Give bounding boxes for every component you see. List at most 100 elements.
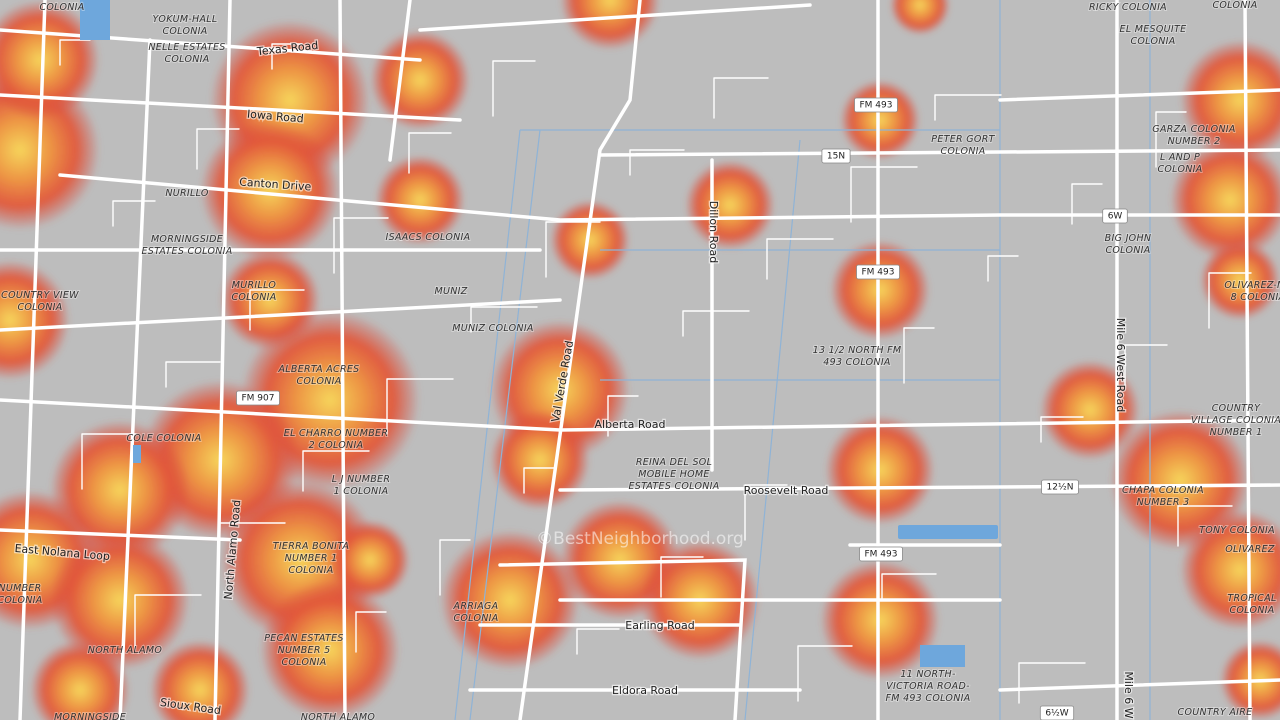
place-label: L AND P	[1160, 152, 1200, 163]
heat-blob	[825, 415, 935, 525]
route-shield: 15N	[821, 148, 851, 164]
place-label: COLONIA	[288, 565, 333, 576]
heat-blob	[370, 30, 470, 130]
minor-road	[934, 94, 1002, 121]
minor-road	[903, 327, 935, 384]
route-shield-text: 6W	[1108, 212, 1123, 222]
water	[80, 0, 998, 667]
place-label: VILLAGE COLONIA	[1191, 415, 1280, 426]
place-label: EL CHARRO NUMBER	[284, 428, 388, 439]
watermark: ©BestNeighborhood.org	[536, 529, 744, 549]
place-label: TIERRA BONITA	[273, 541, 350, 552]
place-label: ESTATES COLONIA	[628, 481, 719, 492]
place-label: COLONIA	[1229, 605, 1274, 616]
road-label: Iowa Road	[246, 108, 304, 126]
place-label: MURILLO	[232, 280, 277, 291]
heat-blob	[1110, 410, 1250, 550]
minor-road	[134, 594, 202, 651]
place-label: 8 COLONIA	[1231, 292, 1280, 303]
road-label: Canton Drive	[239, 176, 312, 194]
place-label: COLONIA	[940, 146, 985, 157]
minor-road	[766, 238, 834, 280]
heat-blob	[150, 640, 250, 720]
place-label: COLONIA	[296, 376, 341, 387]
minor-road	[987, 255, 1019, 282]
heat-blob	[50, 530, 190, 670]
route-shield-box	[1102, 208, 1128, 224]
minor-road	[607, 395, 639, 437]
place-label: COLONIA	[164, 54, 209, 65]
place-label: NUMBER 1	[1210, 427, 1263, 438]
route-shield: FM 493	[856, 264, 900, 280]
minor-road	[112, 200, 156, 227]
heat-blob	[830, 240, 930, 340]
minor-road	[1040, 416, 1084, 443]
road	[0, 528, 242, 542]
place-label: PECAN ESTATES	[264, 633, 344, 644]
road	[0, 298, 562, 332]
heat-blob	[0, 0, 100, 120]
place-label: VICTORIA ROAD-	[886, 681, 970, 692]
heat-blob	[685, 160, 775, 250]
road	[598, 148, 1280, 157]
road	[558, 483, 1280, 492]
road-label: Mile 6 West Road	[1114, 318, 1127, 413]
road	[213, 0, 232, 720]
road	[1243, 0, 1252, 720]
road	[498, 558, 747, 720]
heat-blob	[1180, 40, 1280, 160]
minor-road	[386, 378, 454, 435]
route-shield-text: FM 493	[865, 550, 898, 560]
place-label: 2 COLONIA	[309, 440, 364, 451]
minor-road	[302, 450, 370, 492]
road	[998, 88, 1280, 102]
minor-road	[1018, 662, 1086, 704]
heat-blob	[1200, 240, 1280, 320]
place-label: MORNINGSIDE	[54, 712, 126, 720]
road	[0, 28, 422, 62]
place-label: YOKUM-HALL	[153, 14, 218, 25]
place-label: MOBILE HOME	[638, 469, 709, 480]
place-label: MORNINGSIDE	[151, 234, 223, 245]
place-label: OLIVAREZ-NU	[1224, 280, 1280, 291]
road	[388, 0, 412, 162]
heat-blob	[490, 410, 590, 510]
road	[338, 0, 347, 720]
place-label: COLE COLONIA	[126, 433, 201, 444]
place-label: GARZA COLONIA	[1152, 124, 1235, 135]
place-label: NUMBER 1	[285, 553, 338, 564]
place-label: RICKY COLONIA	[1089, 2, 1167, 13]
place-label: COLONIA	[17, 302, 62, 313]
route-shield: 6W	[1102, 208, 1128, 224]
minor-road	[797, 645, 853, 702]
minor-road	[439, 539, 471, 596]
place-label: MUNIZ COLONIA	[452, 323, 533, 334]
minor-road	[660, 556, 704, 598]
minor-road	[408, 132, 452, 174]
heat-blob	[890, 0, 950, 35]
minor-road	[218, 522, 286, 549]
road	[18, 0, 47, 720]
route-shield-box	[236, 390, 280, 406]
place-label: COUNTRY VIEW	[1, 290, 79, 301]
place-label: NURILLO	[165, 188, 209, 199]
place-label: COLONIA	[162, 26, 207, 37]
road-label: Alberta Road	[594, 418, 665, 431]
place-label: COLONIA	[453, 613, 498, 624]
route-shield-box	[854, 97, 898, 113]
minor-road	[492, 60, 536, 117]
heat-blob	[375, 155, 465, 245]
heat-blob	[1040, 360, 1140, 460]
heat-blob	[840, 80, 920, 160]
heat-blob	[560, 0, 660, 50]
place-label: PETER GORT	[931, 134, 995, 145]
place-label: ESTATES COLONIA	[141, 246, 232, 257]
minor-road	[1124, 344, 1168, 386]
route-shield-text: FM 493	[862, 268, 895, 278]
minor-road	[1071, 183, 1103, 225]
place-label: 1 COLONIA	[334, 486, 389, 497]
place-label: 11 NORTH-	[900, 669, 956, 680]
place-label: COLONIA	[231, 292, 276, 303]
